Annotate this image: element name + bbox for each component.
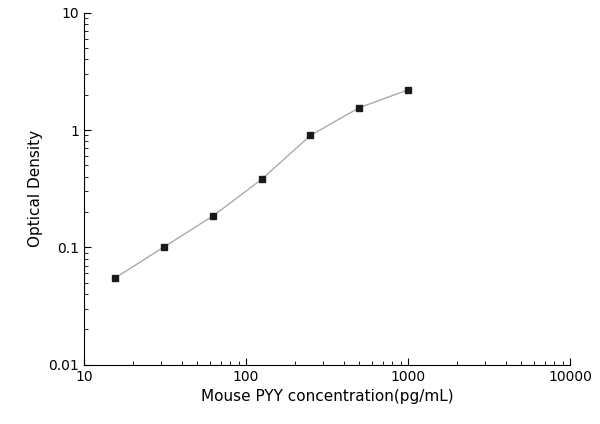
Y-axis label: Optical Density: Optical Density	[28, 130, 43, 247]
X-axis label: Mouse PYY concentration(pg/mL): Mouse PYY concentration(pg/mL)	[200, 389, 454, 404]
